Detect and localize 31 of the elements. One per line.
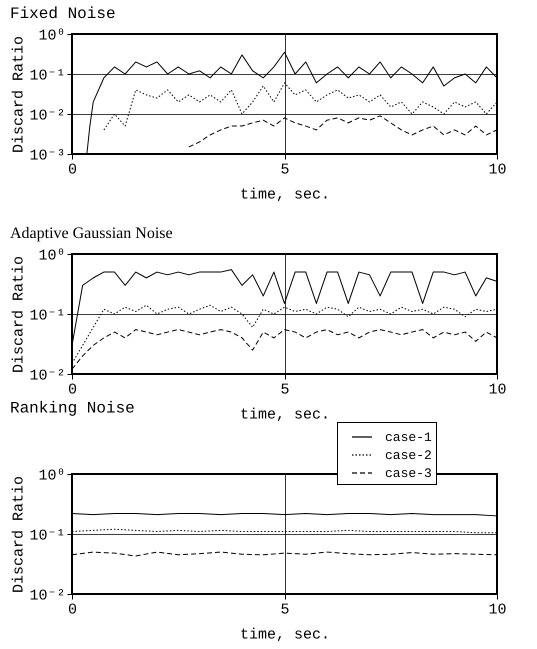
x-tick-label: 5 [280, 162, 290, 178]
y-tick-label: 10⁻² [29, 368, 66, 384]
legend-label: case-2 [385, 448, 432, 463]
x-tick-label: 10 [488, 162, 507, 178]
x-tick-label: 0 [68, 162, 78, 178]
x-tick-label: 10 [488, 602, 507, 618]
x-axis-title: time, sec. [240, 406, 330, 424]
x-axis-title: time, sec. [240, 626, 330, 644]
y-axis-title: Discard Ratio [10, 476, 28, 594]
y-tick-label: 10⁻² [29, 588, 66, 604]
y-tick-label: 10⁻¹ [29, 528, 66, 544]
x-axis-title: time, sec. [240, 186, 330, 204]
y-tick-label: 10⁰ [38, 468, 66, 484]
x-tick-label: 5 [280, 602, 290, 618]
legend-label: case-1 [385, 430, 432, 445]
y-tick-label: 10⁻³ [29, 148, 66, 164]
y-tick-label: 10⁰ [38, 248, 66, 264]
chart-title: Ranking Noise [10, 400, 135, 418]
y-axis-title: Discard Ratio [10, 36, 28, 154]
x-tick-label: 0 [68, 382, 78, 398]
y-tick-label: 10⁻² [29, 108, 66, 124]
y-axis-title: Discard Ratio [10, 256, 28, 374]
chart-title: Fixed Noise [10, 5, 116, 23]
chart-title: Adaptive Gaussian Noise [10, 225, 173, 242]
y-tick-label: 10⁻¹ [29, 308, 66, 324]
x-tick-label: 0 [68, 602, 78, 618]
x-tick-label: 5 [280, 382, 290, 398]
y-tick-label: 10⁻¹ [29, 68, 66, 84]
y-tick-label: 10⁰ [38, 28, 66, 44]
legend-label: case-3 [385, 466, 432, 481]
x-tick-label: 10 [488, 382, 507, 398]
